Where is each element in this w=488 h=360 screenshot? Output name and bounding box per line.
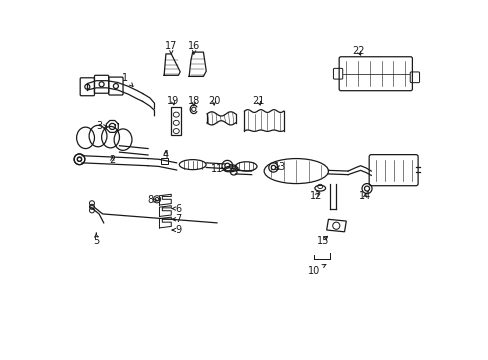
Text: 3: 3 [97, 121, 107, 131]
Text: 9: 9 [172, 225, 181, 235]
Text: 2: 2 [109, 156, 115, 165]
Text: 11: 11 [210, 164, 225, 174]
Text: 7: 7 [172, 214, 181, 224]
Text: 12: 12 [309, 191, 322, 201]
Text: 21: 21 [252, 96, 264, 107]
Text: 18: 18 [187, 96, 200, 107]
Text: 13: 13 [274, 162, 286, 172]
Text: 5: 5 [93, 233, 99, 246]
Text: 10: 10 [307, 264, 325, 276]
Text: 4: 4 [163, 150, 169, 160]
Text: 8: 8 [147, 195, 157, 205]
Text: 20: 20 [207, 96, 220, 107]
Bar [171, 107, 181, 135]
Text: 14: 14 [358, 191, 370, 201]
Text: 15: 15 [316, 236, 328, 246]
Text: 17: 17 [165, 41, 177, 54]
Text: 6: 6 [172, 203, 181, 213]
Text: 19: 19 [166, 96, 179, 107]
Text: 16: 16 [188, 41, 200, 54]
Text: 22: 22 [352, 46, 365, 57]
Text: 1: 1 [122, 73, 133, 86]
